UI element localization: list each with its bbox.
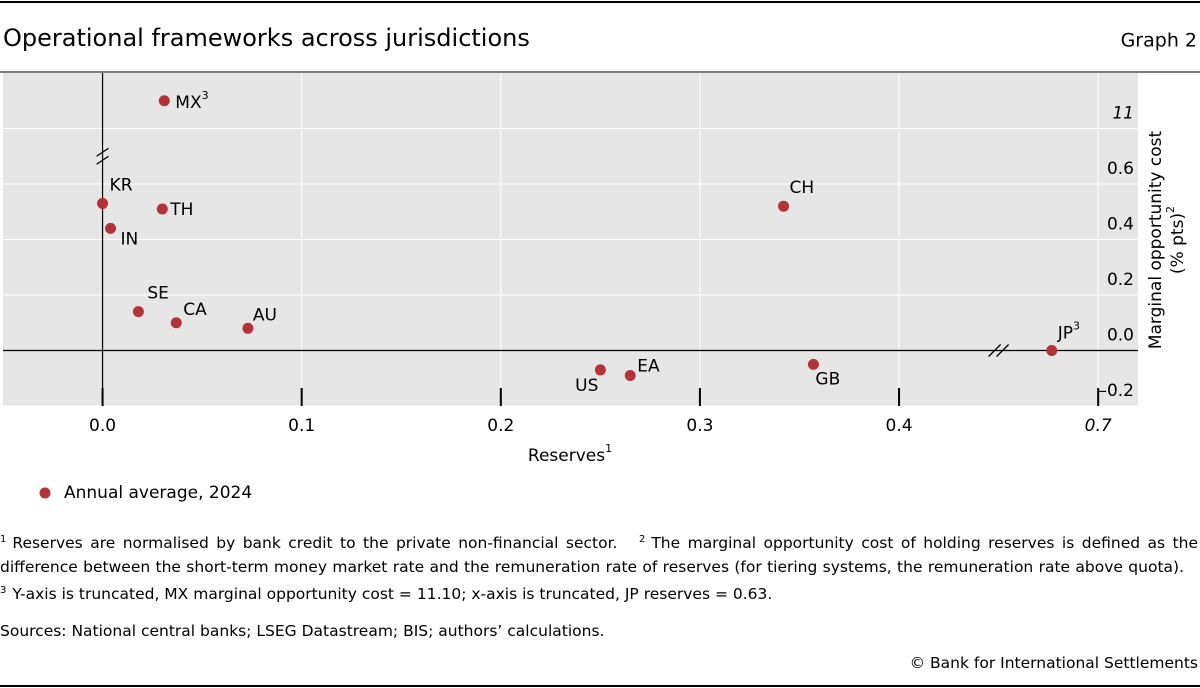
point-label: TH — [169, 200, 193, 220]
y-tick-label: 0.4 — [1107, 215, 1134, 235]
y-tick-label: 0.6 — [1107, 159, 1134, 179]
point — [778, 200, 790, 212]
point-label-text: IN — [121, 229, 139, 249]
copyright: © Bank for International Settlements — [909, 654, 1198, 672]
point-label: SE — [147, 284, 169, 304]
point — [105, 222, 117, 234]
point — [156, 203, 168, 215]
x-axis-break — [988, 344, 1002, 357]
point-label: IN — [121, 229, 139, 249]
point-label-text: CA — [183, 300, 207, 320]
footnote-text: Reserves are normalised by bank credit t… — [12, 534, 618, 552]
point-label-text: AU — [253, 305, 277, 325]
point-label: JP3 — [1057, 320, 1080, 344]
point — [170, 317, 182, 329]
y-axis-break — [96, 155, 109, 165]
point — [807, 358, 819, 370]
x-tick-label: 0.2 — [487, 416, 514, 436]
chart-title: Operational frameworks across jurisdicti… — [3, 24, 530, 52]
point-label-text: GB — [815, 369, 840, 389]
footnote-mark: 2 — [638, 534, 646, 545]
y-tick-label: 0.2 — [1107, 270, 1134, 290]
y-tick-label: –0.2 — [1098, 381, 1134, 401]
point-label-text: CH — [790, 178, 815, 198]
x-axis-break — [996, 344, 1010, 357]
point — [594, 364, 606, 376]
footnote-text: Y-axis is truncated, MX marginal opportu… — [12, 585, 773, 603]
point — [97, 197, 109, 209]
point — [158, 95, 170, 107]
x-tick-label: 0.7 — [1085, 416, 1112, 436]
point-label-note: 3 — [1073, 320, 1080, 333]
point-label: US — [575, 376, 598, 396]
footnote-mark: 1 — [0, 534, 7, 545]
point-label: MX3 — [175, 89, 208, 113]
point — [1046, 345, 1058, 356]
point-label-text: SE — [147, 284, 169, 304]
point-label-text: JP — [1057, 324, 1073, 344]
point-label: CA — [183, 300, 207, 320]
point-label-note: 3 — [202, 89, 209, 102]
legend-marker — [39, 487, 51, 499]
y-axis-title-line: Marginal opportunity cost — [1146, 131, 1166, 350]
x-tick-label: 0.4 — [886, 416, 913, 436]
y-tick-label: 11 — [1112, 104, 1134, 124]
point-label: GB — [815, 369, 840, 389]
footnote: 2 The marginal opportunity cost of holdin… — [0, 534, 1198, 576]
point-label-text: MX — [175, 93, 202, 113]
y-axis-break — [96, 147, 109, 157]
y-axis-title-line: (% pts)2 — [1164, 206, 1188, 274]
footnote-mark: 3 — [0, 585, 7, 596]
graph-label: Graph 2 — [1121, 30, 1197, 52]
point-label-text: US — [575, 376, 598, 396]
footnotes: 1 Reserves are normalised by bank credit … — [0, 528, 1198, 606]
point-label-text: EA — [637, 356, 660, 376]
point — [242, 322, 254, 334]
point-label-text: TH — [169, 200, 193, 220]
point — [132, 306, 144, 318]
y-tick-label: 0.0 — [1107, 326, 1134, 346]
x-axis-title-note: 1 — [605, 442, 612, 455]
point-label: KR — [110, 175, 133, 195]
x-tick-label: 0.1 — [288, 416, 315, 436]
x-axis-title: Reserves1 — [528, 442, 612, 466]
y-axis-title: Marginal opportunity cost (% pts)2 — [1146, 131, 1188, 350]
point-label: EA — [637, 356, 660, 376]
x-tick-label: 0.3 — [686, 416, 713, 436]
point — [624, 369, 636, 381]
footnote: 3 Y-axis is truncated, MX marginal opport… — [0, 585, 772, 603]
point-label-text: KR — [110, 175, 133, 195]
y-axis-title-text: (% pts) — [1168, 213, 1188, 274]
x-axis-title-text: Reserves — [528, 446, 605, 466]
point-label: CH — [790, 178, 815, 198]
point-label: AU — [253, 305, 277, 325]
sources: Sources: National central banks; LSEG Da… — [0, 622, 605, 640]
legend-label: Annual average, 2024 — [64, 483, 252, 503]
x-tick-label: 0.0 — [89, 416, 116, 436]
footnote: 1 Reserves are normalised by bank credit … — [0, 534, 617, 552]
y-axis-title-note: 2 — [1164, 206, 1177, 213]
footnote-text: The marginal opportunity cost of holding… — [0, 534, 1198, 576]
y-axis-title-text: Marginal opportunity cost — [1146, 131, 1166, 350]
